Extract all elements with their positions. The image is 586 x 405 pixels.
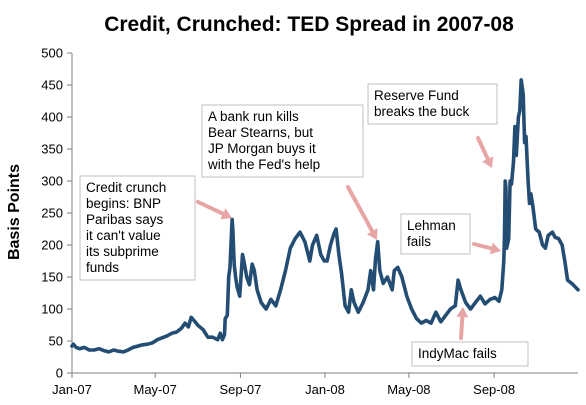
y-tick-label: 100 xyxy=(41,302,63,317)
chart-title: Credit, Crunched: TED Spread in 2007-08 xyxy=(104,13,514,36)
annotation-text: A bank run kills Bear Stearns, but JP Morg… xyxy=(207,109,320,172)
annotation-arrowhead xyxy=(456,307,469,318)
tick-labels: 0 50 100 150 200 250 300 350 400 450 500 Jan-07 May-… xyxy=(41,46,515,398)
annotation-arrow xyxy=(346,185,375,234)
annotation-lehman: Lehman fails xyxy=(400,213,501,255)
axes xyxy=(67,52,578,378)
y-tick-label: 200 xyxy=(41,238,63,253)
annotation-text: Reserve Fund breaks the buck xyxy=(374,88,470,119)
annotation-arrowhead xyxy=(366,228,378,240)
x-tick-label: Sep-07 xyxy=(219,382,261,397)
annotation-text: IndyMac fails xyxy=(418,346,497,361)
annotation-box xyxy=(201,104,364,178)
x-tick-label: Sep-08 xyxy=(473,382,515,397)
annotation-arrowhead xyxy=(482,156,494,168)
annotation-text: Lehman fails xyxy=(407,218,456,249)
annotation-arrowhead xyxy=(220,208,232,220)
y-tick-label: 350 xyxy=(41,142,63,157)
x-tick-label: Jan-07 xyxy=(52,382,92,397)
y-tick-label: 450 xyxy=(41,78,63,93)
y-axis-label: Basis Points xyxy=(6,164,23,260)
y-tick-label: 300 xyxy=(41,174,63,189)
annotation-indymac: IndyMac fails xyxy=(411,307,529,367)
x-tick-label: Jan-08 xyxy=(305,382,345,397)
y-tick-label: 250 xyxy=(41,206,63,221)
annotation-bnp-paribas: Credit crunch begins: BNP Paribas says it c… xyxy=(79,175,232,281)
annotation-box xyxy=(79,175,196,281)
y-tick-label: 150 xyxy=(41,270,63,285)
annotation-arrow xyxy=(196,200,225,216)
annotation-bear-stearns: A bank run kills Bear Stearns, but JP Morg… xyxy=(201,104,378,240)
annotation-box xyxy=(367,83,498,125)
annotation-arrow xyxy=(476,136,490,161)
y-tick-label: 50 xyxy=(49,334,63,349)
annotation-text: Credit crunch begins: BNP Paribas says it c… xyxy=(86,180,166,275)
y-tick-label: 0 xyxy=(56,366,63,381)
x-tick-label: May-07 xyxy=(133,382,176,397)
annotation-arrowhead xyxy=(489,242,501,255)
y-tick-label: 500 xyxy=(41,46,63,61)
ted-spread-line xyxy=(70,78,580,354)
series-lines xyxy=(70,78,580,354)
annotation-arrow xyxy=(472,242,494,251)
annotation-reserve-fund: Reserve Fund breaks the buck xyxy=(367,83,498,168)
annotations: Credit crunch begins: BNP Paribas says it c… xyxy=(79,83,529,367)
annotation-arrow xyxy=(459,314,465,340)
x-tick-label: May-08 xyxy=(387,382,430,397)
y-tick-label: 400 xyxy=(41,110,63,125)
annotation-box xyxy=(400,213,471,255)
annotation-box xyxy=(411,341,529,367)
